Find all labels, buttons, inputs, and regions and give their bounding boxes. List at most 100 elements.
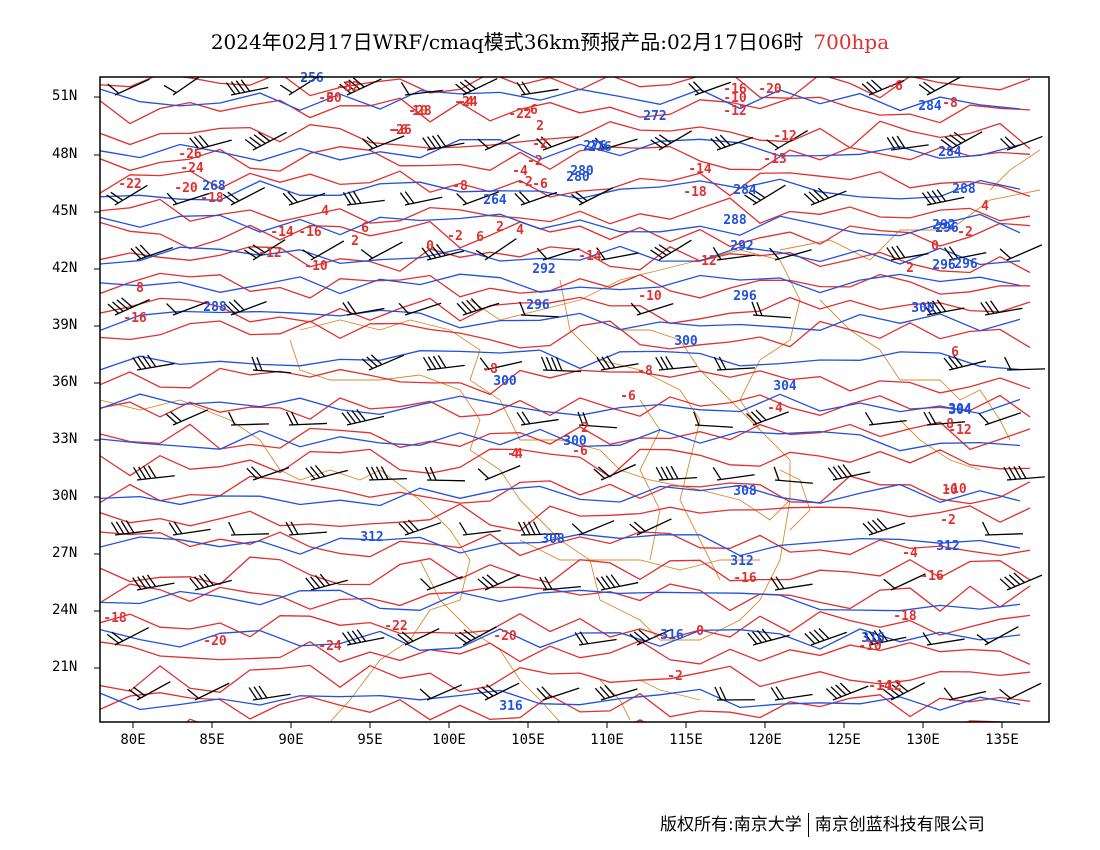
temperature-contour bbox=[100, 503, 1031, 532]
temperature-label: -2 bbox=[517, 175, 533, 190]
temperature-label: -12 bbox=[723, 104, 746, 119]
wind-barb bbox=[339, 77, 382, 96]
title-level: 700hpa bbox=[813, 30, 890, 54]
temperature-label: -10 bbox=[638, 289, 662, 304]
wind-barb bbox=[360, 241, 403, 261]
height-label: 292 bbox=[532, 262, 555, 277]
temperature-label: -28 bbox=[408, 104, 432, 119]
border-line bbox=[100, 399, 471, 722]
border-line bbox=[639, 679, 701, 701]
wind-barb bbox=[421, 243, 465, 261]
wind-barb bbox=[244, 239, 286, 261]
temperature-label: -2 bbox=[940, 513, 956, 528]
border-line bbox=[620, 329, 761, 431]
lat-label: 27N bbox=[52, 545, 78, 561]
border-line bbox=[899, 419, 981, 471]
title-main: 2024年02月17日WRF/cmaq模式36km预报产品:02月17日06时 bbox=[210, 30, 804, 54]
temperature-label: -4 bbox=[458, 95, 474, 110]
temperature-label: 10 bbox=[412, 104, 428, 119]
height-label: 300 bbox=[493, 374, 517, 389]
wind-barb bbox=[106, 184, 148, 206]
height-label: 292 bbox=[932, 218, 955, 233]
height-contour bbox=[100, 688, 1021, 711]
temperature-label: -6 bbox=[572, 444, 588, 459]
wind-barb bbox=[886, 135, 929, 151]
temperature-contour bbox=[100, 120, 1031, 150]
wind-barb bbox=[863, 629, 907, 646]
temperature-label: 4 bbox=[516, 223, 524, 238]
height-contour bbox=[100, 309, 1021, 332]
height-contour bbox=[100, 88, 1021, 112]
temperature-contour bbox=[100, 96, 1031, 125]
lon-label: 95E bbox=[357, 732, 383, 748]
wind-barb bbox=[189, 573, 232, 591]
wind-barb bbox=[594, 137, 638, 151]
height-label: 288 bbox=[723, 213, 747, 228]
temperature-contour bbox=[100, 583, 1031, 613]
height-label: 296 bbox=[954, 257, 978, 272]
lat-label: 33N bbox=[52, 431, 78, 447]
temperature-label: 0 bbox=[931, 239, 939, 254]
height-label: 276 bbox=[583, 139, 607, 154]
temperature-contour bbox=[100, 610, 1031, 639]
border-line bbox=[469, 249, 801, 500]
height-contour bbox=[100, 245, 1021, 266]
height-label: 312 bbox=[936, 539, 959, 554]
wind-barb bbox=[107, 78, 150, 96]
temperature-label: -12 bbox=[948, 423, 971, 438]
lat-label: 42N bbox=[52, 260, 78, 276]
temperature-label: -13 bbox=[763, 152, 786, 167]
wind-barb bbox=[539, 576, 581, 591]
temperature-label: 8 bbox=[946, 417, 954, 432]
wind-barb bbox=[944, 246, 987, 261]
lat-label: 39N bbox=[52, 317, 78, 333]
temperature-contour bbox=[100, 746, 1030, 773]
height-label: 300 bbox=[563, 434, 587, 449]
temperature-label: 2 bbox=[536, 119, 544, 134]
wind-barb bbox=[342, 301, 385, 316]
temperature-label: 6 bbox=[361, 221, 369, 236]
wind-barb bbox=[921, 189, 965, 206]
height-label: 316 bbox=[499, 699, 523, 714]
wind-barb bbox=[864, 411, 907, 426]
wind-barb bbox=[398, 519, 442, 536]
height-label: 256 bbox=[300, 71, 324, 86]
border-line bbox=[419, 559, 561, 722]
wind-barb bbox=[341, 409, 385, 426]
lon-label: 130E bbox=[906, 732, 940, 748]
temperature-label: -16 bbox=[733, 571, 757, 586]
height-contour bbox=[100, 178, 1021, 201]
wind-barb bbox=[424, 466, 466, 482]
temperature-contour bbox=[100, 640, 1031, 665]
lon-label: 80E bbox=[120, 732, 146, 748]
temperature-contour bbox=[100, 475, 1031, 505]
wind-barb bbox=[773, 466, 813, 484]
wind-barb bbox=[400, 81, 443, 96]
temperature-label: -10 bbox=[723, 91, 747, 106]
wind-barb bbox=[570, 187, 614, 206]
wind-barb bbox=[629, 628, 672, 646]
temperature-contour bbox=[100, 448, 1031, 478]
temperature-label: -2 bbox=[957, 225, 973, 240]
wind-barb bbox=[224, 299, 267, 316]
temperature-label: -4 bbox=[767, 401, 783, 416]
wind-barb bbox=[886, 245, 929, 261]
temperature-label: -12 bbox=[693, 254, 716, 269]
wind-barb bbox=[420, 576, 463, 591]
wind-barb bbox=[629, 518, 672, 536]
temperature-label: -10 bbox=[304, 259, 328, 274]
height-label: 304 bbox=[773, 379, 797, 394]
temperature-contour bbox=[100, 145, 1031, 172]
height-contour bbox=[100, 428, 1021, 452]
temperature-label: -4 bbox=[512, 164, 528, 179]
border-line bbox=[559, 279, 721, 581]
wind-barb bbox=[751, 301, 791, 319]
temperature-label: -20 bbox=[493, 629, 517, 644]
border-line bbox=[639, 399, 661, 561]
lon-label: 90E bbox=[278, 732, 304, 748]
wind-barb bbox=[244, 131, 287, 151]
temperature-label: -8 bbox=[482, 362, 498, 377]
wind-barb bbox=[342, 190, 385, 206]
temperature-label: 10 bbox=[942, 483, 958, 498]
